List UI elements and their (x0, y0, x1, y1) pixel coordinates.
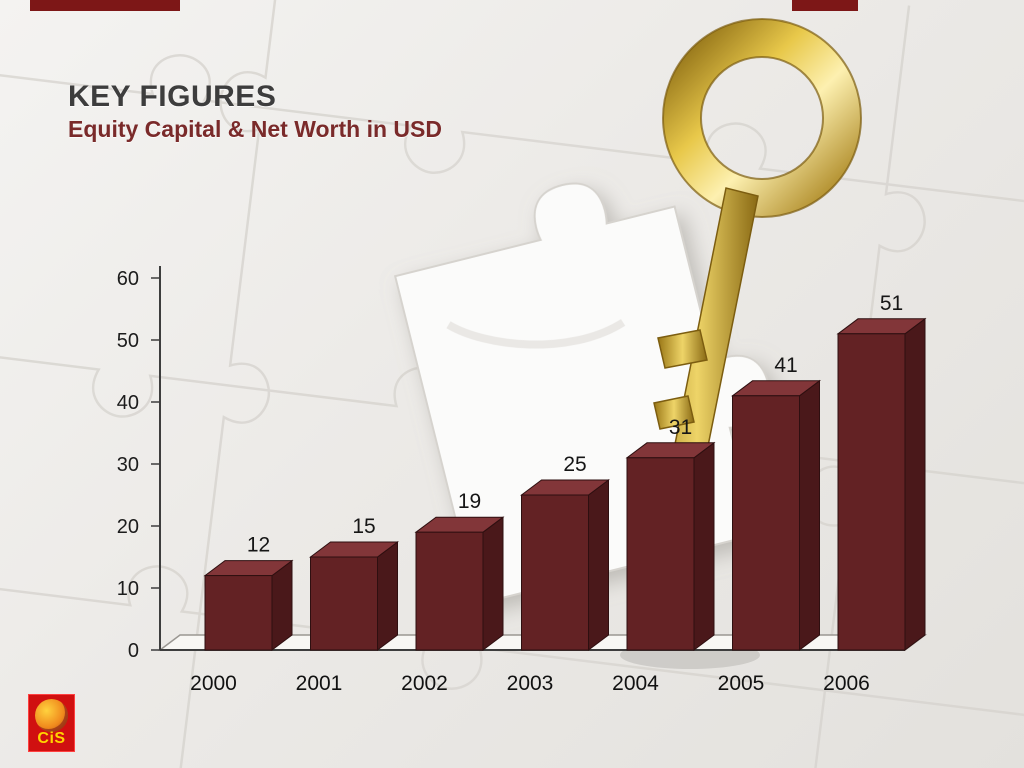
x-axis-label: 2003 (507, 672, 554, 695)
y-axis-label: 50 (117, 330, 139, 352)
bar: 51 2006 (823, 292, 927, 695)
bar-side-face (482, 516, 504, 651)
bar-value-label: 41 (774, 354, 797, 377)
y-axis-label: 30 (117, 454, 139, 476)
bar-side-face (271, 559, 293, 651)
cis-logo-text: CiS (37, 730, 66, 747)
bar: 12 2000 (190, 534, 294, 695)
x-axis-label: 2006 (823, 672, 870, 695)
y-axis-label: 40 (117, 392, 139, 414)
page-subtitle: Equity Capital & Net Worth in USD (68, 116, 442, 142)
bar-side-face (588, 479, 609, 651)
top-accent-bar-right (792, 0, 858, 11)
bar-front-face (310, 556, 378, 651)
x-axis-label: 2004 (612, 672, 659, 695)
bar-side-face (904, 317, 926, 651)
y-axis-label: 20 (117, 516, 139, 538)
bar: 19 2002 (401, 490, 505, 695)
top-accent-bar-left (30, 0, 180, 11)
y-axis-label: 10 (117, 578, 139, 600)
bar-side-face (377, 541, 398, 651)
bar: 15 2001 (296, 515, 399, 695)
x-axis-label: 2005 (718, 672, 765, 695)
y-axis-label: 0 (128, 640, 139, 662)
bar-value-label: 12 (247, 534, 270, 557)
title-block: KEY FIGURES Equity Capital & Net Worth i… (68, 80, 442, 143)
bar-front-face (521, 494, 589, 651)
bar-front-face (837, 333, 906, 651)
bar-side-face (799, 379, 820, 651)
x-axis-label: 2002 (401, 672, 448, 695)
bar: 25 2003 (507, 453, 610, 695)
bar-front-face (204, 575, 273, 651)
bar: 31 2004 (612, 416, 716, 695)
bar-value-label: 15 (352, 515, 375, 538)
bar: 41 2005 (718, 354, 821, 695)
bar-value-label: 19 (458, 490, 481, 513)
bar-value-label: 51 (880, 292, 903, 315)
cis-logo: CiS (28, 694, 75, 752)
x-axis-label: 2001 (296, 672, 343, 695)
bar-front-face (626, 457, 695, 651)
cis-logo-icon (35, 699, 68, 732)
bar-value-label: 25 (563, 453, 586, 476)
page-title: KEY FIGURES (68, 80, 277, 113)
x-axis-label: 2000 (190, 672, 237, 695)
y-axis-label: 60 (117, 268, 139, 290)
bar-front-face (415, 531, 484, 651)
bar-side-face (693, 441, 715, 651)
bar-front-face (732, 395, 800, 651)
bar-value-label: 31 (669, 416, 692, 439)
